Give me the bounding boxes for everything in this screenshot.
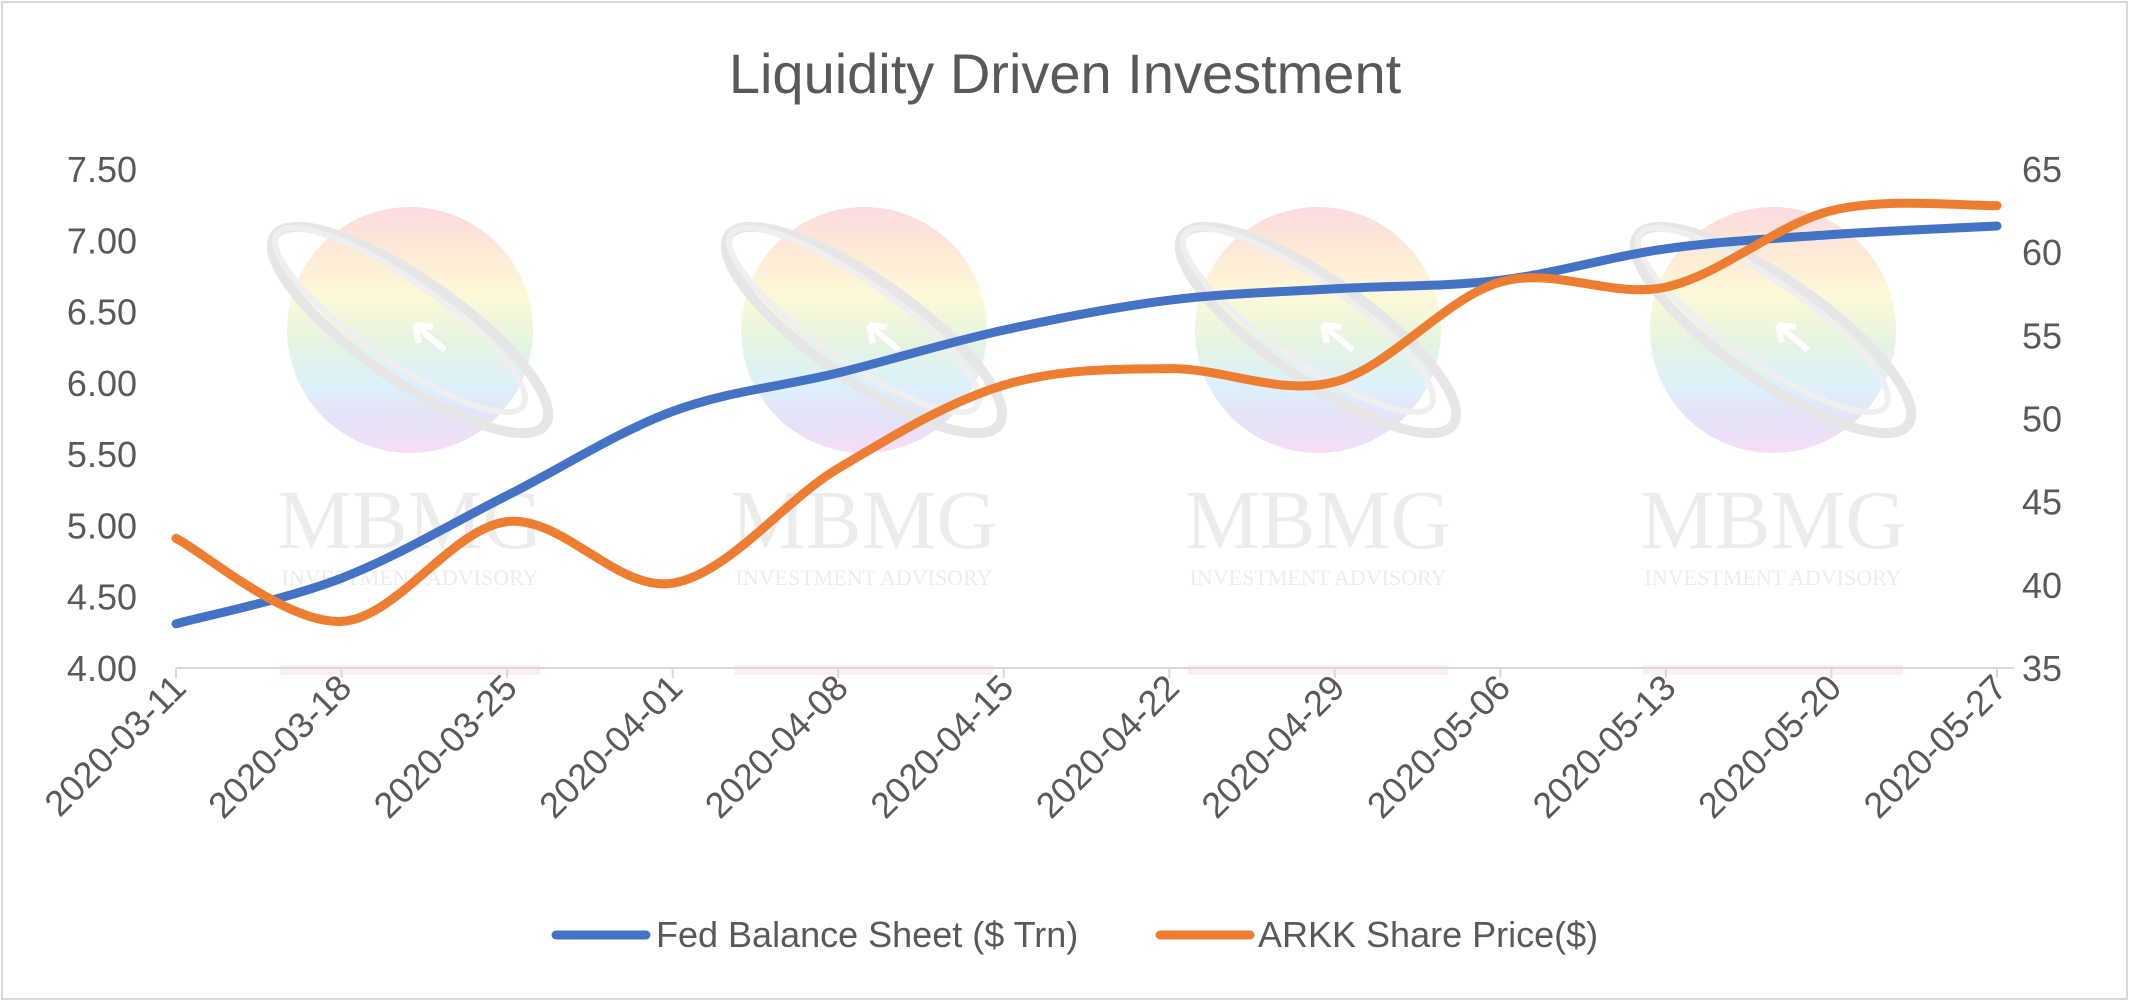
left-axis-tick-label: 4.00 — [67, 648, 137, 689]
watermark-arrow-icon — [1775, 322, 1810, 353]
x-axis-tick-label: 2020-04-08 — [697, 667, 856, 826]
x-axis-tick-label: 2020-03-18 — [200, 667, 359, 826]
right-axis-ticks: 65 60 55 50 45 40 35 — [2022, 149, 2062, 689]
x-axis: 2020-03-11 2020-03-18 2020-03-25 2020-04-01… — [36, 667, 2014, 826]
watermark-globe-reflection — [1643, 665, 1903, 675]
chart-title: Liquidity Driven Investment — [729, 42, 1402, 105]
x-axis-tick-label: 2020-03-25 — [366, 667, 525, 826]
left-axis-tick-label: 6.00 — [67, 363, 137, 404]
right-axis-tick-label: 55 — [2022, 315, 2062, 356]
watermark-arrow-icon — [866, 322, 901, 353]
x-axis-tick-label: 2020-04-15 — [862, 667, 1021, 826]
right-axis-tick-label: 45 — [2022, 482, 2062, 523]
right-axis-tick-label: 60 — [2022, 232, 2062, 273]
legend-label: ARKK Share Price($) — [1258, 914, 1598, 955]
left-axis-tick-label: 5.50 — [67, 434, 137, 475]
watermark-tagline: INVESTMENT ADVISORY — [1645, 565, 1902, 590]
watermark-globe-reflection — [280, 665, 540, 675]
watermark-tagline: INVESTMENT ADVISORY — [1190, 565, 1447, 590]
watermark-brand: MBMG — [1640, 474, 1906, 567]
legend: Fed Balance Sheet ($ Trn) ARKK Share Pric… — [551, 914, 1598, 955]
legend-item: ARKK Share Price($) — [1155, 914, 1598, 955]
x-axis-tick-label: 2020-05-13 — [1524, 667, 1683, 826]
right-axis-tick-label: 65 — [2022, 149, 2062, 190]
left-axis-tick-label: 6.50 — [67, 292, 137, 333]
right-axis-tick-label: 50 — [2022, 399, 2062, 440]
x-axis-tick-label: 2020-05-20 — [1690, 667, 1849, 826]
x-axis-tick-label: 2020-04-29 — [1193, 667, 1352, 826]
watermark-arrow-icon — [412, 322, 447, 353]
watermark-tagline: INVESTMENT ADVISORY — [736, 565, 993, 590]
x-axis-tick-label: 2020-04-22 — [1028, 667, 1187, 826]
watermark-brand: MBMG — [1185, 474, 1451, 567]
right-axis-tick-label: 40 — [2022, 565, 2062, 606]
watermark-arrow-icon — [1320, 322, 1355, 353]
series-layer — [171, 198, 2002, 629]
watermark-globe-reflection — [734, 665, 994, 675]
x-axis-tick-label: 2020-05-06 — [1359, 667, 1518, 826]
watermark-swoosh-icon — [272, 224, 528, 416]
watermark-swoosh-icon — [1635, 224, 1891, 416]
legend-label: Fed Balance Sheet ($ Trn) — [656, 914, 1078, 955]
watermark-globe-reflection — [1188, 665, 1448, 675]
watermark-globe-icon — [741, 207, 987, 453]
left-axis-ticks: 7.50 7.00 6.50 6.00 5.50 5.00 4.50 4.00 — [67, 149, 137, 689]
watermark-swoosh-icon — [726, 224, 982, 416]
x-axis-tick-label: 2020-03-11 — [36, 667, 193, 824]
x-axis-tick-label: 2020-04-01 — [531, 667, 690, 826]
x-axis-tick-label: 2020-05-27 — [1855, 667, 2014, 826]
series-line-fed-balance-sheet — [171, 221, 2002, 629]
left-axis-tick-label: 4.50 — [67, 577, 137, 618]
right-axis-tick-label: 35 — [2022, 648, 2062, 689]
legend-item: Fed Balance Sheet ($ Trn) — [551, 914, 1078, 955]
left-axis-tick-label: 7.50 — [67, 149, 137, 190]
left-axis-tick-label: 7.00 — [67, 220, 137, 261]
watermark-globe-icon — [1195, 207, 1441, 453]
left-axis-tick-label: 5.00 — [67, 505, 137, 546]
series-line-arkk-share-price — [171, 198, 2002, 626]
watermark-globe-icon — [287, 207, 533, 453]
